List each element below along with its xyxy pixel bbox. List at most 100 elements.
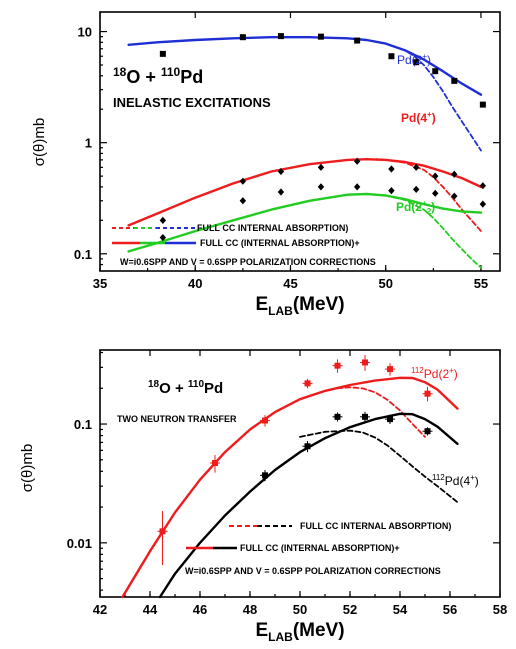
data-point [159, 50, 166, 57]
chart-subtitle-bottom: TWO NEUTRON TRANSFER [117, 414, 237, 424]
x-tick-label: 58 [493, 602, 507, 617]
data-point [362, 359, 368, 366]
data-point [424, 428, 431, 435]
curves-bottom [121, 376, 459, 599]
data-point [354, 37, 361, 44]
data-point [304, 443, 311, 450]
chart-subtitle-top: INELASTIC EXCITATIONS [113, 95, 271, 110]
x-tick-label: 56 [443, 602, 457, 617]
x-tick-label: 48 [243, 602, 257, 617]
chart-inelastic: 35 40 45 50 55 0.1 1 10 σ(θ)mb ELAB(MeV) 18O +… [31, 11, 501, 318]
x-axis-label-bottom: ELAB(MeV) [255, 620, 344, 644]
data-point [432, 189, 439, 197]
x-tick-label: 55 [474, 276, 488, 291]
x-ticks-bottom: 42 44 46 48 50 52 54 56 58 [93, 350, 507, 617]
chart-transfer: 42 44 46 48 50 52 54 56 58 0.01 0.1 σ(θ)mb ELAB(M… [19, 349, 507, 644]
x-tick-label: 35 [93, 276, 107, 291]
data-point [479, 200, 487, 208]
data-point [212, 459, 218, 466]
y-tick-label: 1 [85, 136, 92, 151]
y-axis-label-bottom: σ(θ)mb [19, 444, 36, 492]
data-point [334, 413, 341, 420]
data-point [412, 163, 420, 171]
data-point [353, 157, 361, 165]
y-tick-label: 0.1 [74, 247, 92, 262]
data-point [159, 216, 167, 224]
data-point [262, 472, 268, 479]
data-point [479, 182, 487, 190]
data-point [432, 172, 439, 180]
x-tick-label: 54 [393, 602, 408, 617]
data-point [451, 170, 458, 178]
data-point [304, 380, 311, 387]
data-point [159, 233, 167, 242]
label-pd4-top: Pd(4+) [401, 110, 436, 125]
data-point [277, 167, 285, 176]
data-point [239, 197, 247, 205]
label-pd4-bottom: 112Pd(4+) [432, 473, 479, 488]
x-tick-label: 45 [283, 276, 297, 291]
data-point [262, 417, 268, 424]
data-point [362, 413, 368, 420]
legend-dashed-text-bottom: FULL CC INTERNAL ABSORPTION) [300, 521, 451, 531]
data-point [424, 390, 431, 397]
curve-solid [127, 192, 483, 253]
x-tick-label: 50 [293, 602, 307, 617]
data-point [353, 183, 361, 191]
data-point [388, 187, 395, 195]
x-tick-label: 46 [193, 602, 207, 617]
data-point [388, 165, 395, 173]
data-point [413, 59, 420, 66]
y-ticks-top: 0.1 1 10 [74, 25, 500, 266]
curve-solid [158, 412, 459, 599]
x-tick-label: 44 [143, 602, 158, 617]
data-point [317, 183, 325, 191]
y-ticks-bottom: 0.01 0.1 [67, 351, 500, 591]
legend-note-top: W=i0.6SPP AND V = 0.6SPP POLARIZATION CO… [120, 257, 376, 267]
y-tick-label: 10 [78, 25, 92, 40]
x-tick-label: 42 [93, 602, 107, 617]
legend-top: FULL CC INTERNAL ABSORPTION) FULL CC (IN… [112, 223, 376, 267]
legend-solid-text-bottom: FULL CC (INTERNAL ABSORPTION)+ [240, 543, 400, 553]
plot-frame-top [99, 11, 501, 272]
label-pd2-bottom: 112Pd(2+) [411, 366, 458, 381]
legend-dashed-text-top: FULL CC INTERNAL ABSORPTION) [197, 223, 348, 233]
curve-dashed [384, 42, 482, 152]
legend-solid-text-top: FULL CC (INTERNAL ABSORPTION)+ [200, 238, 360, 248]
legend-note-bottom: W=i0.6SPP AND V = 0.6SPP POLARIZATION CO… [185, 566, 441, 576]
y-axis-label-top: σ(θ)mb [31, 118, 48, 166]
curve-dashed [336, 386, 426, 438]
curve-dashed [299, 429, 459, 504]
x-tick-label: 52 [343, 602, 357, 617]
data-point [277, 188, 285, 196]
data-point [479, 101, 486, 108]
y-tick-label: 0.01 [67, 536, 92, 551]
curve-dashed [375, 158, 482, 232]
x-ticks-top: 35 40 45 50 55 [93, 12, 488, 291]
data-point [387, 416, 393, 423]
data-point [451, 77, 458, 84]
label-pd2-top: Pd(2+) [397, 52, 431, 67]
data-point [239, 34, 246, 41]
chart-title-top: 18O + 110Pd [113, 65, 203, 87]
data-point [388, 53, 395, 60]
data-point [159, 528, 166, 535]
label-pd22-top: Pd(2+2) [396, 199, 435, 216]
data-point [317, 33, 324, 40]
data-point [239, 177, 247, 185]
points-bottom [157, 355, 433, 566]
data-point [277, 33, 284, 40]
data-point [317, 163, 325, 171]
x-tick-label: 50 [378, 276, 392, 291]
points-top [159, 33, 487, 242]
data-point [412, 185, 420, 193]
curve-dashed [384, 194, 482, 269]
data-point [387, 366, 393, 373]
data-point [432, 68, 439, 75]
x-axis-label-top: ELAB(MeV) [255, 294, 344, 318]
y-tick-label: 0.1 [74, 417, 92, 432]
legend-bottom: FULL CC INTERNAL ABSORPTION) FULL CC (IN… [185, 521, 451, 576]
data-point [451, 192, 458, 200]
curve-solid [121, 376, 459, 599]
